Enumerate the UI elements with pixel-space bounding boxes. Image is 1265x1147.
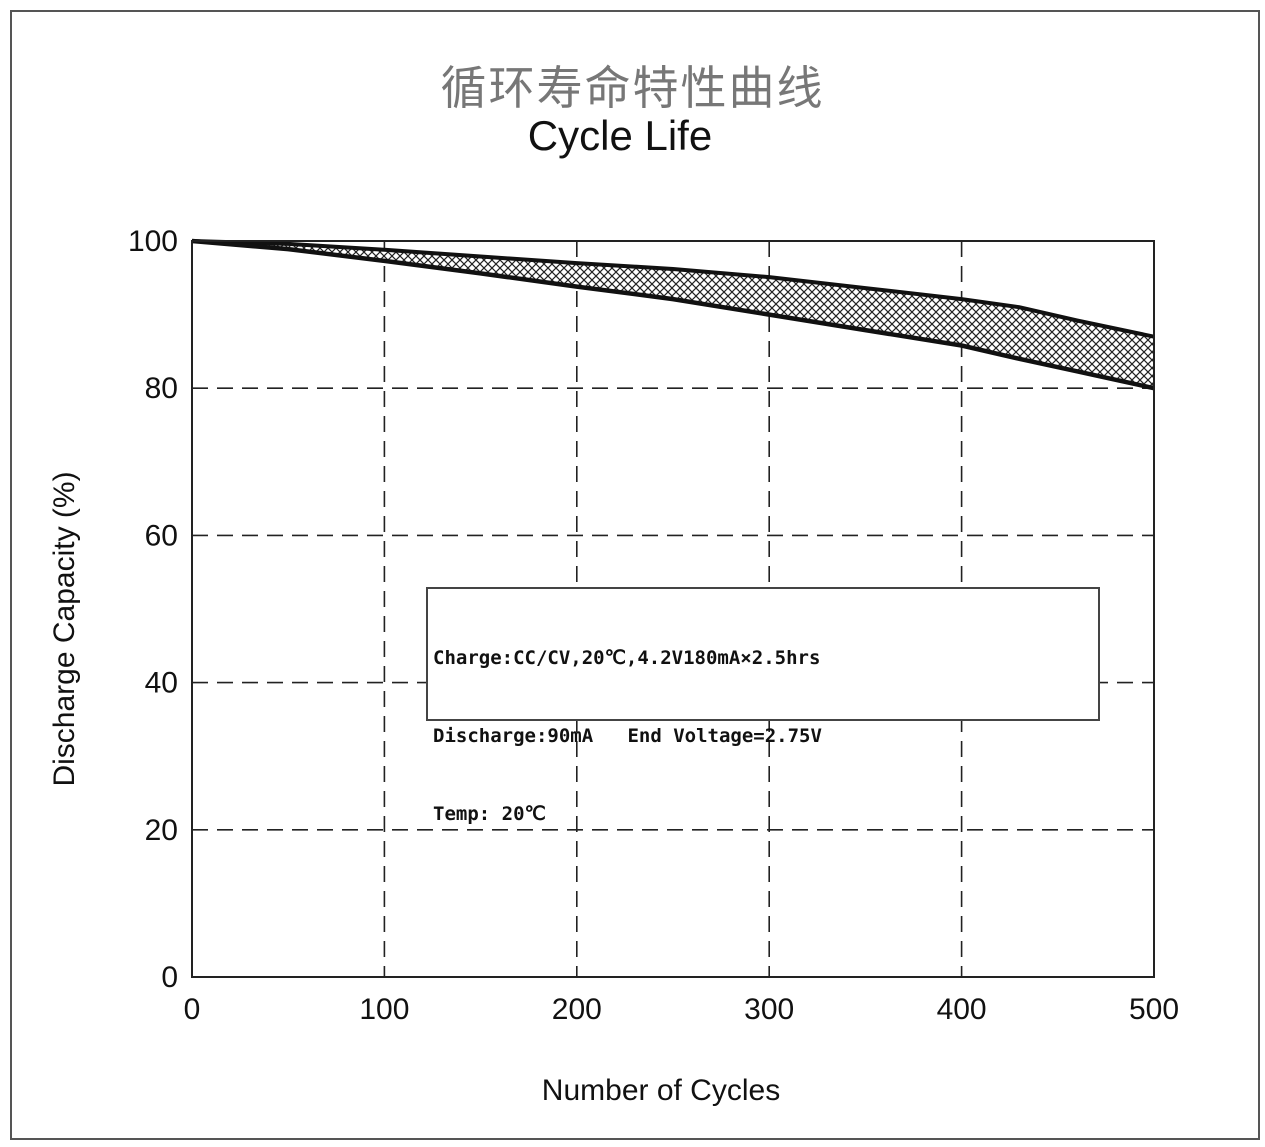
x-tick-label: 0 (184, 993, 201, 1026)
chart-title-chinese: 循环寿命特性曲线 (440, 61, 825, 115)
capacity-range-band (192, 241, 1154, 389)
x-tick-label: 100 (359, 993, 409, 1026)
plot-area-border (191, 240, 1155, 978)
y-tick-label: 80 (145, 372, 178, 405)
lower-capacity-line (191, 238, 1155, 391)
x-tick-label: 300 (744, 993, 794, 1026)
note-line-discharge: Discharge:90mA End Voltage=2.75V (433, 725, 822, 747)
x-axis-title: Number of Cycles (542, 1074, 780, 1107)
upper-capacity-line (191, 239, 1155, 339)
test-conditions-box: Charge:CC/CV,20℃,4.2V180mA×2.5hrs Discha… (426, 587, 1100, 825)
y-tick-label: 20 (145, 814, 178, 847)
chart-frame (10, 10, 1260, 1140)
y-axis-title: Discharge Capacity (%) (48, 471, 81, 786)
note-line-temp: Temp: 20℃ (433, 803, 546, 825)
note-line-charge: Charge:CC/CV,20℃,4.2V180mA×2.5hrs (433, 647, 821, 669)
y-tick-label: 60 (145, 519, 178, 552)
y-tick-label: 100 (128, 225, 178, 258)
x-tick-label: 200 (552, 993, 602, 1026)
x-tick-label: 400 (937, 993, 987, 1026)
y-tick-label: 40 (145, 667, 178, 700)
chart-title: Cycle Life (527, 112, 713, 159)
y-tick-label: 0 (161, 961, 178, 994)
x-tick-label: 500 (1129, 993, 1179, 1026)
